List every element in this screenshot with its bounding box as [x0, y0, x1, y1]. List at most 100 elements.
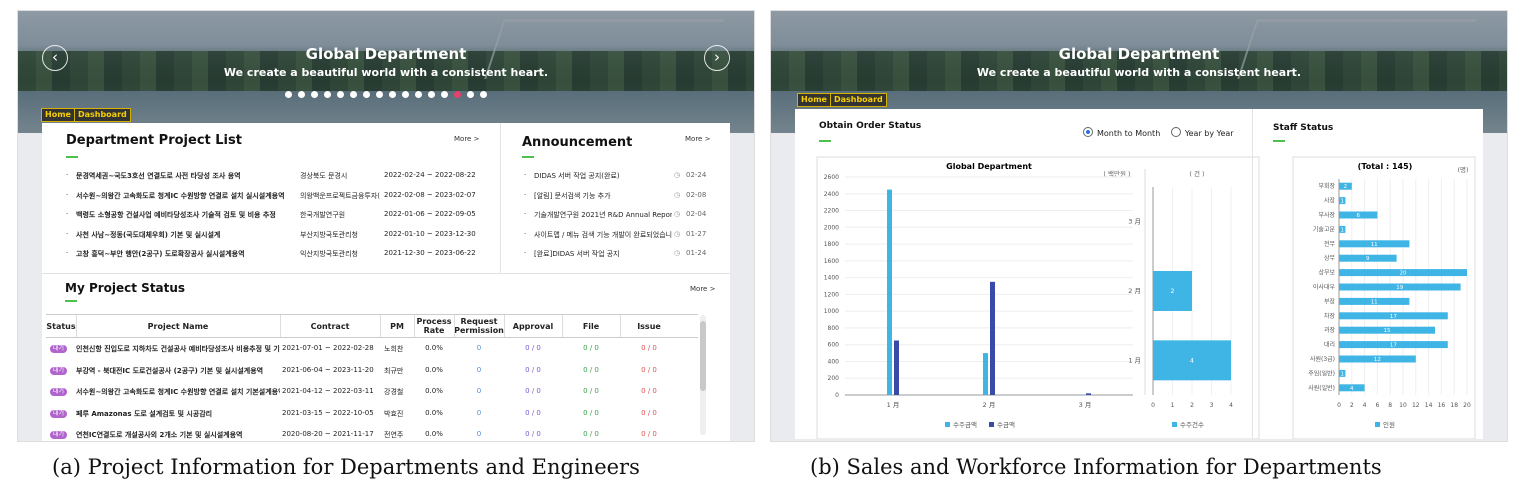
month-radio[interactable]: Month to Month — [1083, 127, 1160, 138]
slide-dot[interactable] — [311, 91, 318, 98]
dept-project-more-link[interactable]: More > — [454, 135, 480, 143]
announcement-text[interactable]: DIDAS 서버 작업 공지(완료) — [534, 172, 620, 180]
next-slide-button[interactable]: › — [704, 45, 730, 71]
slide-dot[interactable] — [480, 91, 487, 98]
breadcrumb-dashboard[interactable]: Dashboard — [73, 109, 130, 121]
x-tick-label: 16 — [1438, 402, 1446, 409]
project-name[interactable]: 페루 Amazonas 도로 설계검토 및 시공감리 — [76, 409, 213, 418]
breadcrumb-dashboard[interactable]: Dashboard — [829, 94, 886, 106]
y-tick-label: 3 月 — [1128, 218, 1141, 226]
slide-dot[interactable] — [337, 91, 344, 98]
column-header[interactable]: Project Name — [147, 322, 209, 331]
y-tick-label: 사장 — [1324, 197, 1336, 205]
project-name[interactable]: 부강역 - 북대전IC 도로건설공사 (2공구) 기본 및 실시설계용역 — [76, 366, 264, 375]
slide-dot[interactable] — [441, 91, 448, 98]
issue-count[interactable]: 0 / 0 — [641, 430, 657, 438]
project-name[interactable]: 서수원~의왕간 고속화도로 청계IC 수원방향 연결로 설치 기본설계용역 — [76, 388, 280, 396]
project-name[interactable]: 사천 사남~정동(국도대체우회) 기본 및 실시설계 — [76, 230, 221, 239]
request-count[interactable]: 0 — [476, 387, 482, 395]
announcement-more-link[interactable]: More > — [685, 135, 711, 143]
x-tick-label: 0 — [1337, 402, 1341, 409]
chart-frame — [1292, 156, 1476, 439]
slide-dot[interactable] — [363, 91, 370, 98]
file-count[interactable]: 0 / 0 — [583, 387, 599, 395]
slide-dot[interactable] — [324, 91, 331, 98]
slide-dot[interactable] — [285, 91, 292, 98]
prev-slide-button[interactable]: ‹ — [42, 45, 68, 71]
file-count[interactable]: 0 / 0 — [583, 365, 599, 374]
unit-label: ( 건 ) — [1189, 169, 1204, 178]
issue-count[interactable]: 0 / 0 — [641, 365, 657, 374]
bar — [1153, 271, 1192, 311]
slide-dot[interactable] — [298, 91, 305, 98]
bar — [1339, 269, 1467, 277]
unit-label: (명) — [1457, 165, 1468, 174]
column-header[interactable]: Request Permission — [454, 317, 504, 335]
x-tick-label: 20 — [1463, 402, 1471, 409]
slide-dot[interactable] — [350, 91, 357, 98]
request-count[interactable]: 0 — [476, 408, 482, 417]
issue-count[interactable]: 0 / 0 — [641, 408, 657, 417]
announcement-text[interactable]: 사이트맵 / 메뉴 검색 기능 개발이 완료되었습니다 — [534, 230, 672, 239]
x-tick-label: 8 — [1388, 402, 1392, 409]
legend-swatch — [989, 422, 994, 427]
legend-swatch — [1375, 422, 1380, 427]
column-header[interactable]: Process Rate — [416, 317, 452, 335]
title-underline — [65, 300, 77, 302]
slide-dot[interactable] — [389, 91, 396, 98]
announcement-text[interactable]: [알림] 문서검색 기능 추가 — [534, 191, 611, 200]
slide-indicator[interactable] — [18, 91, 754, 98]
x-tick-label: 14 — [1425, 402, 1433, 409]
file-count[interactable]: 0 / 0 — [583, 344, 599, 352]
slide-dot[interactable] — [454, 91, 461, 98]
file-count[interactable]: 0 / 0 — [583, 430, 599, 438]
contract-period: 2021-07-01 ~ 2022-02-28 — [282, 344, 374, 352]
table-scrollbar[interactable] — [700, 315, 706, 435]
bullet: · — [524, 229, 527, 238]
approval-count[interactable]: 0 / 0 — [525, 387, 541, 395]
breadcrumb: Home Dashboard — [797, 93, 887, 107]
announcement-text[interactable]: 기술개발연구원 2021년 R&D Annual Repor — [534, 211, 672, 219]
approval-count[interactable]: 0 / 0 — [525, 365, 541, 374]
pm-name: 강경철 — [384, 388, 404, 396]
project-name[interactable]: 백령도 소형공항 건설사업 예비타당성조사 기술적 검토 및 비용 추정 — [76, 211, 276, 219]
column-header[interactable]: File — [582, 322, 600, 331]
slide-dot[interactable] — [402, 91, 409, 98]
clock-icon: ◷ — [674, 210, 681, 218]
request-count[interactable]: 0 — [476, 365, 482, 374]
project-client: 부산지방국토관리청 — [300, 230, 358, 239]
breadcrumb-home[interactable]: Home — [45, 110, 71, 119]
year-radio[interactable]: Year by Year — [1170, 127, 1234, 138]
process-rate: 0.0% — [425, 408, 443, 417]
approval-count[interactable]: 0 / 0 — [525, 344, 541, 352]
breadcrumb-home[interactable]: Home — [801, 95, 827, 104]
request-count[interactable]: 0 — [476, 430, 482, 438]
project-name[interactable]: 서수원~의왕간 고속화도로 청계IC 수원방향 연결로 설치 실시설계용역 — [76, 191, 285, 200]
y-tick-label: 2200 — [824, 208, 839, 215]
slide-dot[interactable] — [376, 91, 383, 98]
y-tick-label: 상무 — [1324, 254, 1336, 262]
my-project-more-link[interactable]: More > — [690, 285, 716, 293]
approval-count[interactable]: 0 / 0 — [525, 408, 541, 417]
y-tick-label: 부장 — [1324, 297, 1336, 305]
column-header[interactable]: Issue — [637, 322, 661, 331]
file-count[interactable]: 0 / 0 — [583, 408, 599, 417]
request-count[interactable]: 0 — [476, 344, 482, 352]
hero-title: Global Department — [1058, 45, 1220, 63]
column-header[interactable]: Status — [46, 322, 76, 331]
column-header[interactable]: PM — [390, 322, 404, 331]
issue-count[interactable]: 0 / 0 — [641, 387, 657, 395]
project-name[interactable]: 고창 흥덕~부안 행안(2공구) 도로확장공사 실시설계용역 — [76, 250, 245, 258]
slide-dot[interactable] — [428, 91, 435, 98]
column-separator — [76, 315, 77, 337]
slide-dot[interactable] — [415, 91, 422, 98]
column-header[interactable]: Approval — [512, 322, 554, 331]
slide-dot[interactable] — [467, 91, 474, 98]
announcement-text[interactable]: [완료]DIDAS 서버 작업 공지 — [534, 250, 620, 258]
project-name[interactable]: 연천IC연결도로 개설공사외 2개소 기본 및 실시설계용역 — [76, 431, 243, 439]
project-name[interactable]: 인천신항 진입도로 지하차도 건설공사 예비타당성조사 비용추정 및 기술적 — [76, 345, 280, 353]
approval-count[interactable]: 0 / 0 — [525, 430, 541, 438]
issue-count[interactable]: 0 / 0 — [641, 344, 657, 352]
project-name[interactable]: 문경역세권~국도3호선 연결도로 사전 타당성 조사 용역 — [76, 172, 241, 180]
column-header[interactable]: Contract — [310, 322, 350, 331]
